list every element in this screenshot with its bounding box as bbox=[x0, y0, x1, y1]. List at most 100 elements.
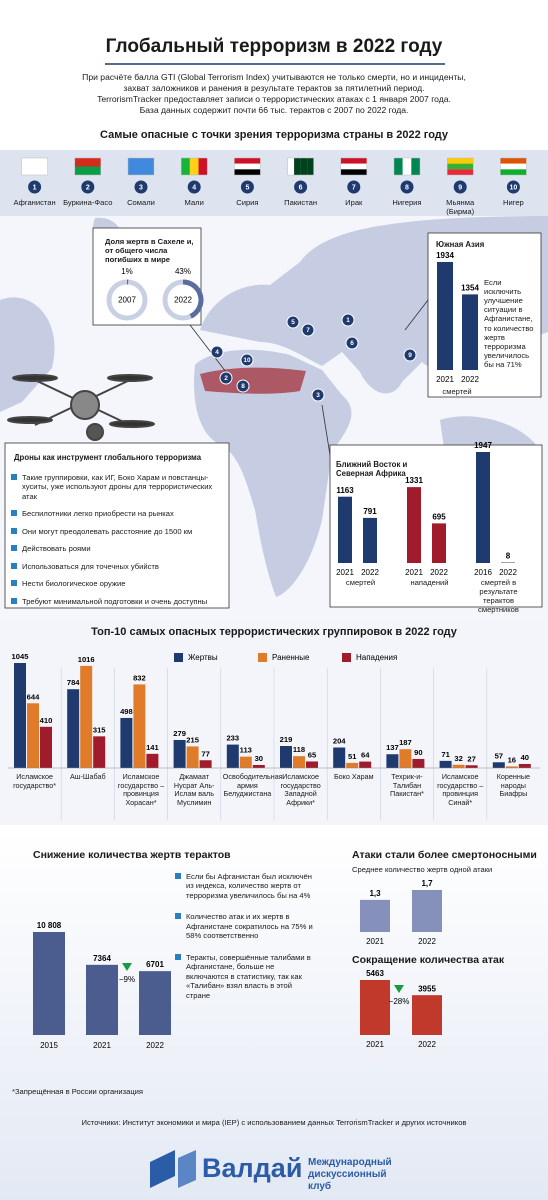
bar bbox=[359, 761, 372, 768]
bar bbox=[252, 764, 265, 768]
change-label: −28% bbox=[389, 997, 410, 1006]
flag-stripe bbox=[411, 158, 420, 175]
bar-value: 30 bbox=[255, 754, 263, 763]
section-title: Самые опасные с точки зрения терроризма … bbox=[100, 129, 448, 141]
bar bbox=[439, 760, 452, 768]
flag-border bbox=[500, 157, 527, 176]
drones-list: Такие группировки, как ИГ, Боко Харам и … bbox=[11, 473, 222, 614]
bar bbox=[412, 890, 442, 932]
rank-number: 1 bbox=[33, 184, 37, 191]
legend-label: Нападения bbox=[356, 653, 397, 662]
map-marker-label: 5 bbox=[291, 319, 295, 326]
bar-value: 1331 bbox=[405, 476, 423, 485]
bar-value: 32 bbox=[454, 754, 462, 763]
bar-value: 8 bbox=[506, 552, 511, 561]
bar-category: 2021 bbox=[366, 937, 384, 946]
flag-border bbox=[74, 157, 102, 176]
flag-stripe bbox=[394, 158, 403, 175]
bar bbox=[40, 726, 52, 768]
bar-category: 2022 bbox=[418, 1040, 436, 1049]
map-marker bbox=[301, 323, 315, 337]
country-name: Нигер bbox=[503, 198, 524, 207]
south-asia-xlabel: смертей bbox=[442, 387, 472, 396]
map-marker bbox=[286, 315, 300, 329]
bar bbox=[93, 736, 106, 768]
bar bbox=[293, 756, 305, 768]
drones-box bbox=[4, 442, 230, 609]
bar-category: 2021 bbox=[366, 1040, 384, 1049]
flag-stripe bbox=[21, 158, 48, 175]
callout-lines bbox=[189, 299, 429, 456]
bar bbox=[133, 684, 146, 768]
bar-value: 1947 bbox=[474, 441, 492, 450]
map-marker bbox=[219, 371, 233, 385]
panel-label: смертей bbox=[345, 578, 376, 587]
donut-arc bbox=[182, 279, 204, 319]
sahel-title: Доля жертв в Сахеле и, от общего числа п… bbox=[105, 237, 194, 265]
bar bbox=[338, 496, 352, 563]
bar bbox=[333, 747, 346, 768]
drone-item: Действовать роями bbox=[11, 544, 222, 553]
flag-stripe bbox=[198, 158, 208, 175]
bar-value: 16 bbox=[508, 755, 516, 764]
bar-value: 90 bbox=[414, 748, 422, 757]
intro-line: TerrorismTracker предоставляет записи о … bbox=[97, 94, 451, 104]
bar-category: 2021 bbox=[405, 568, 423, 577]
drone-item: Требуют минимальной подготовки и очень д… bbox=[11, 597, 222, 606]
map-marker bbox=[240, 353, 254, 367]
bar bbox=[280, 745, 292, 768]
bar-value: 279 bbox=[173, 729, 186, 738]
bar bbox=[363, 517, 377, 563]
intro-line: База данных содержит почти 66 тыс. терак… bbox=[139, 105, 409, 115]
donut-label: 1% bbox=[121, 267, 133, 276]
bar-value: 3955 bbox=[418, 984, 436, 993]
bar-value: 832 bbox=[133, 673, 146, 682]
map-marker bbox=[210, 345, 224, 359]
map-marker bbox=[345, 336, 359, 350]
drone-item: Беспилотники легко приобрести на рынках bbox=[11, 509, 222, 518]
flag-border bbox=[287, 157, 314, 176]
note: Теракты, совершённые талибами в Афганист… bbox=[175, 953, 316, 1000]
bar bbox=[386, 754, 399, 768]
map-marker bbox=[236, 379, 250, 393]
map-marker-label: 7 bbox=[306, 327, 310, 334]
donut-year: 2022 bbox=[174, 296, 192, 305]
bar-value: 1354 bbox=[461, 283, 479, 292]
bar bbox=[505, 766, 518, 768]
bar bbox=[239, 756, 252, 768]
country-name: Мали bbox=[184, 198, 204, 207]
rank-badge bbox=[506, 180, 520, 194]
flag-stripe bbox=[447, 169, 474, 175]
drones-title: Дроны как инструмент глобального террори… bbox=[14, 453, 202, 462]
country-name: Нигерия bbox=[392, 198, 422, 207]
flag-stripe bbox=[447, 163, 474, 170]
bar-value: 7364 bbox=[93, 954, 111, 963]
bar-value: 57 bbox=[495, 751, 503, 760]
bar-value: 498 bbox=[120, 707, 133, 716]
bar-value: 77 bbox=[201, 749, 209, 758]
map-marker bbox=[311, 388, 325, 402]
bar-value: 27 bbox=[467, 754, 475, 763]
bar bbox=[120, 717, 133, 768]
bar-value: 215 bbox=[186, 735, 199, 744]
bar-value: 65 bbox=[308, 750, 317, 759]
bar bbox=[437, 262, 453, 370]
map-marker-label: 9 bbox=[408, 352, 412, 359]
group-label: Исламское государство Западной Африки* bbox=[280, 772, 321, 807]
bar-value: 137 bbox=[386, 743, 399, 752]
attacks-title: Сокращение количества атак bbox=[352, 954, 505, 966]
bar-value: 10 808 bbox=[37, 921, 62, 930]
bar bbox=[186, 746, 199, 768]
bar bbox=[492, 762, 505, 768]
flag-stripe bbox=[181, 158, 190, 175]
bar bbox=[86, 964, 118, 1035]
flag-stripe bbox=[234, 163, 261, 170]
page-title: Глобальный терроризм в 2022 году bbox=[105, 36, 443, 57]
bar bbox=[306, 761, 318, 768]
bar-value: 784 bbox=[67, 678, 80, 687]
bar-value: 204 bbox=[333, 737, 346, 746]
flag-border bbox=[234, 157, 261, 176]
bar-value: 71 bbox=[441, 750, 450, 759]
bar bbox=[407, 487, 421, 563]
